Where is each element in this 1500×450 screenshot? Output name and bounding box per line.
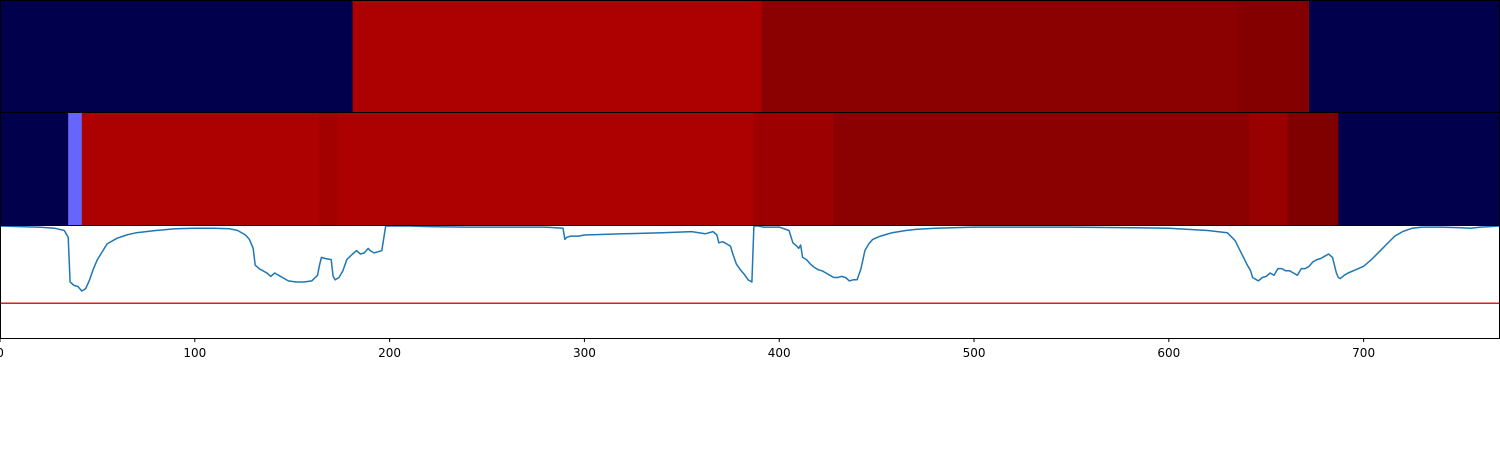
heatmap-row-2-segment-8 (1248, 113, 1289, 225)
x-tick-label-200: 200 (378, 346, 401, 360)
heatmap-row-2-segment-3 (81, 113, 320, 225)
heatmap-row-1-segment-5 (1309, 1, 1500, 112)
x-tick-label-600: 600 (1157, 346, 1180, 360)
line-panel (0, 225, 1500, 338)
x-axis: 0 100 200 300 400 500 600 700 (0, 338, 1375, 360)
heatmap-panels (0, 1, 1500, 225)
x-tick-label-700: 700 (1352, 346, 1375, 360)
x-tick-label-0: 0 (0, 346, 4, 360)
heatmap-row-2-segment-10 (1338, 113, 1500, 225)
x-tick-label-400: 400 (768, 346, 791, 360)
heatmap-row-2-segment-9 (1287, 113, 1339, 225)
x-tick-label-100: 100 (183, 346, 206, 360)
heatmap-row-1-segment-1 (0, 1, 353, 112)
heatmap-row-1-segment-2 (352, 1, 763, 112)
heatmap-row-2-segment-7 (833, 113, 1250, 225)
heatmap-row-2-segment-2 (68, 113, 83, 225)
heatmap-row-2-segment-5 (337, 113, 755, 225)
heatmap-row-2-segment-4 (319, 113, 338, 225)
heatmap-row-1-segment-3 (761, 1, 1240, 112)
heatmap-row-2-segment-6 (753, 113, 835, 225)
series-line (0, 225, 1500, 292)
heatmap-row-1-segment-4 (1238, 1, 1310, 112)
x-tick-label-500: 500 (963, 346, 986, 360)
heatmap-row-2-segment-1 (0, 113, 69, 225)
x-tick-label-300: 300 (573, 346, 596, 360)
